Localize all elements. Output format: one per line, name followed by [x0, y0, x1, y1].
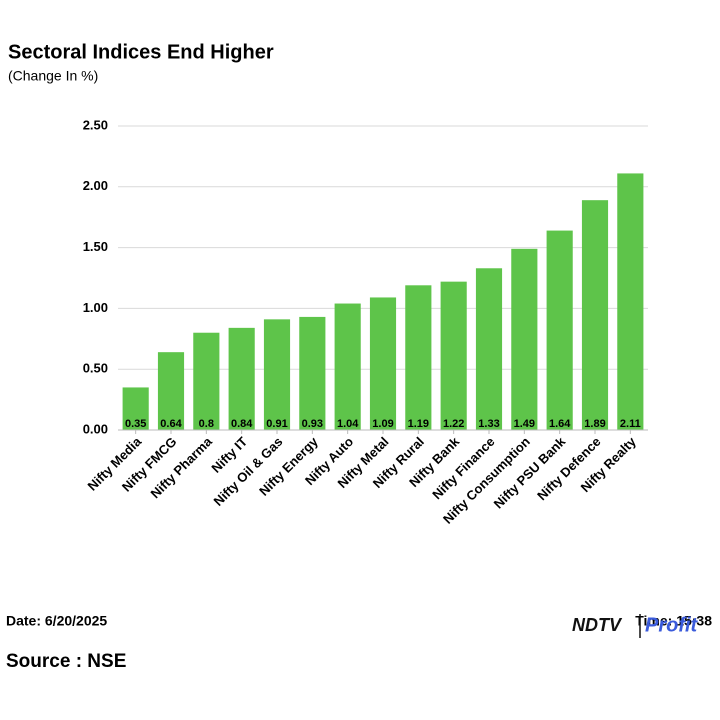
value-label: 2.11	[620, 418, 641, 430]
y-tick-label: 0.00	[83, 421, 108, 436]
bar	[511, 248, 538, 430]
bar	[334, 303, 361, 430]
bar	[157, 352, 185, 430]
bar	[475, 268, 503, 430]
y-tick-label: 1.50	[83, 239, 108, 254]
value-label: 0.8	[199, 418, 214, 430]
value-label: 1.04	[337, 418, 359, 430]
bar	[546, 230, 573, 430]
value-label: 1.19	[408, 418, 429, 430]
bar	[228, 327, 255, 430]
bar	[193, 332, 220, 430]
value-label: 0.35	[125, 418, 146, 430]
y-tick-label: 2.50	[83, 117, 108, 132]
bar	[440, 281, 467, 430]
source: Source : NSE	[6, 651, 126, 672]
bar	[299, 316, 326, 430]
value-label: 1.33	[478, 418, 499, 430]
value-label: 0.91	[266, 418, 287, 430]
bar	[263, 319, 291, 430]
bar	[405, 285, 432, 430]
x-tick-label: Nifty Pharma	[148, 433, 216, 501]
y-tick-label: 0.50	[83, 361, 108, 376]
date: Date: 6/20/2025	[6, 613, 107, 629]
time: Time: 15:38	[635, 613, 712, 629]
value-label: 1.89	[584, 418, 605, 430]
bar	[581, 200, 609, 430]
value-label: 1.09	[372, 418, 393, 430]
y-tick-label: 1.00	[83, 300, 108, 315]
bar	[122, 387, 149, 430]
value-label: 1.49	[514, 418, 535, 430]
value-label: 0.84	[231, 418, 253, 430]
chart-subtitle: (Change In %)	[8, 68, 98, 84]
logo-brand: NDTV	[572, 615, 623, 635]
value-label: 0.64	[160, 418, 182, 430]
value-label: 1.64	[549, 418, 571, 430]
chart-title: Sectoral Indices End Higher	[8, 41, 274, 63]
bar	[369, 297, 397, 430]
y-tick-label: 2.00	[83, 178, 108, 193]
value-label: 1.22	[443, 418, 464, 430]
value-label: 0.93	[302, 418, 323, 430]
bar	[617, 173, 644, 430]
logo-product: Profit	[645, 614, 699, 636]
